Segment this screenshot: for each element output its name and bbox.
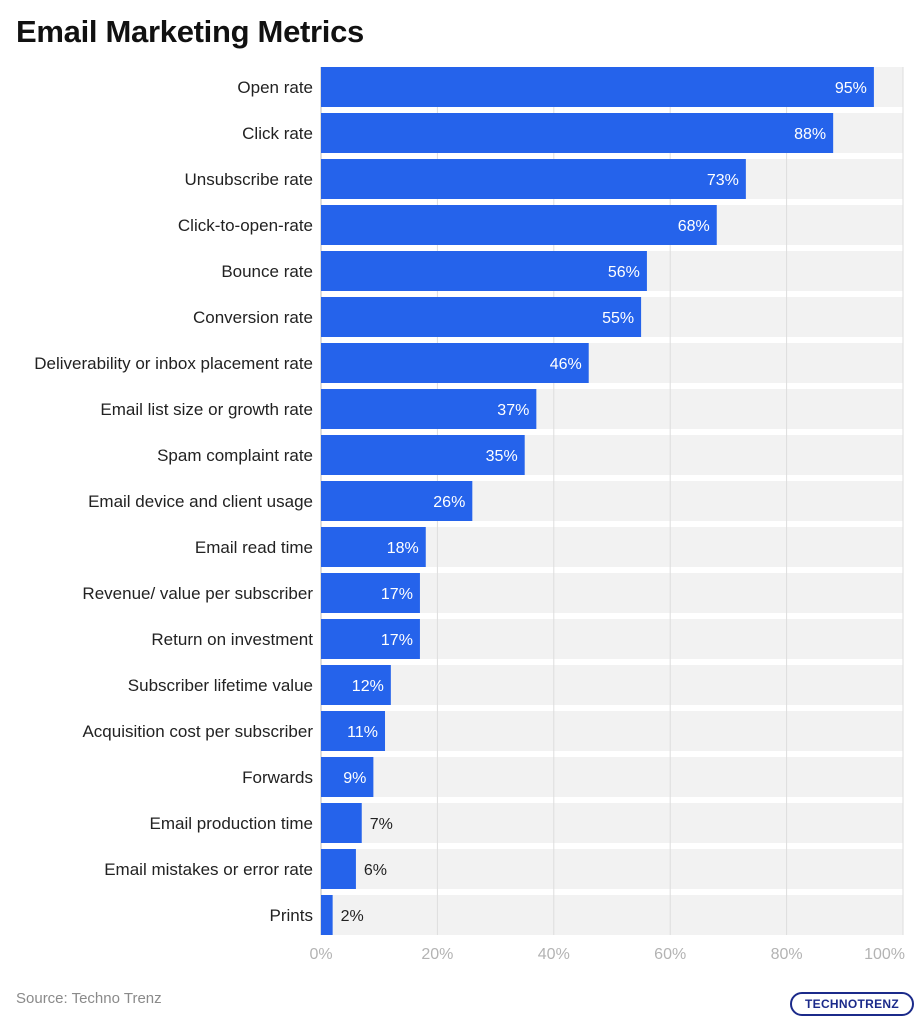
chart-title: Email Marketing Metrics	[16, 14, 364, 49]
bar	[321, 67, 874, 107]
bar	[321, 205, 717, 245]
bar	[321, 343, 589, 383]
value-label: 2%	[341, 908, 364, 925]
value-label: 35%	[486, 448, 518, 465]
x-tick-label: 100%	[864, 946, 905, 963]
category-label: Revenue/ value per subscriber	[82, 584, 313, 603]
row-band	[321, 757, 903, 797]
x-tick-label: 40%	[538, 946, 570, 963]
value-label: 6%	[364, 862, 387, 879]
row-band	[321, 665, 903, 705]
category-label: Bounce rate	[221, 262, 313, 281]
bar	[321, 481, 473, 521]
row-band	[321, 849, 903, 889]
value-label: 9%	[343, 770, 366, 787]
category-label: Click-to-open-rate	[178, 216, 313, 235]
bar	[321, 159, 746, 199]
x-tick-label: 0%	[309, 946, 332, 963]
bar	[321, 849, 356, 889]
value-label: 17%	[381, 632, 413, 649]
value-label: 37%	[497, 402, 529, 419]
value-label: 95%	[835, 80, 867, 97]
category-label: Email list size or growth rate	[100, 400, 313, 419]
x-axis-ticks: 0% 20% 40% 60% 80% 100%	[309, 946, 905, 963]
bar	[321, 665, 391, 705]
category-label: Email read time	[195, 538, 313, 557]
bar	[321, 573, 420, 613]
value-label: 7%	[370, 816, 393, 833]
value-label: 88%	[794, 126, 826, 143]
value-label: 26%	[433, 494, 465, 511]
category-label: Email device and client usage	[88, 492, 313, 511]
value-label: 17%	[381, 586, 413, 603]
value-label: 46%	[550, 356, 582, 373]
category-label: Open rate	[237, 78, 313, 97]
technotrenz-logo: TECHNOTRENZ	[790, 992, 914, 1016]
category-label: Spam complaint rate	[157, 446, 313, 465]
bar	[321, 389, 537, 429]
value-label: 68%	[678, 218, 710, 235]
x-tick-label: 60%	[654, 946, 686, 963]
value-label: 56%	[608, 264, 640, 281]
bar	[321, 757, 374, 797]
x-tick-label: 80%	[771, 946, 803, 963]
source-note: Source: Techno Trenz	[16, 990, 162, 1007]
category-labels: Open rate Click rate Unsubscribe rate Click…	[34, 78, 313, 925]
category-label: Click rate	[242, 124, 313, 143]
bar	[321, 113, 834, 153]
row-band	[321, 803, 903, 843]
bar	[321, 711, 386, 751]
value-label: 73%	[707, 172, 739, 189]
category-label: Prints	[270, 906, 313, 925]
category-label: Unsubscribe rate	[184, 170, 313, 189]
bar	[321, 803, 362, 843]
category-label: Conversion rate	[193, 308, 313, 327]
category-label: Deliverability or inbox placement rate	[34, 354, 313, 373]
row-band	[321, 895, 903, 935]
value-label: 55%	[602, 310, 634, 327]
bars	[321, 67, 874, 935]
bar	[321, 435, 525, 475]
bar	[321, 895, 333, 935]
value-label: 12%	[352, 678, 384, 695]
category-label: Acquisition cost per subscriber	[82, 722, 313, 741]
category-label: Email mistakes or error rate	[104, 860, 313, 879]
category-label: Email production time	[150, 814, 313, 833]
bar	[321, 527, 426, 567]
category-label: Return on investment	[151, 630, 313, 649]
x-tick-label: 20%	[421, 946, 453, 963]
category-label: Forwards	[242, 768, 313, 787]
bar	[321, 297, 642, 337]
bar	[321, 619, 420, 659]
row-band	[321, 711, 903, 751]
bar	[321, 251, 647, 291]
value-labels: 95% 88% 73% 68% 56% 55% 46% 37% 35% 26% 18% 17% 17% 1…	[341, 80, 867, 925]
bar-chart: Open rate Click rate Unsubscribe rate Click…	[34, 67, 905, 963]
value-label: 11%	[347, 724, 378, 741]
category-label: Subscriber lifetime value	[128, 676, 313, 695]
value-label: 18%	[387, 540, 419, 557]
